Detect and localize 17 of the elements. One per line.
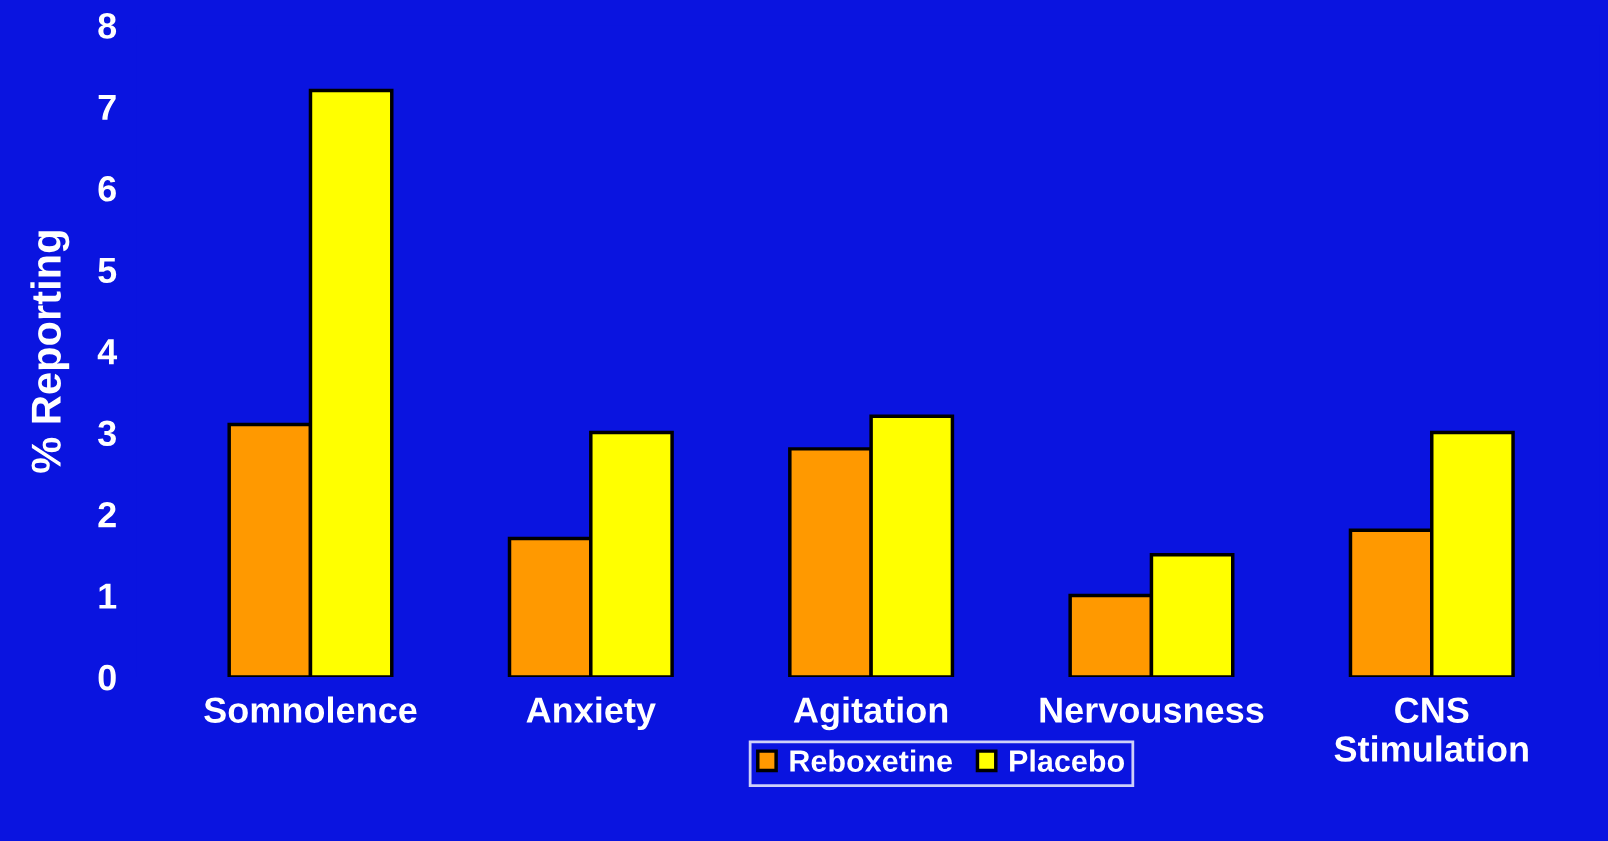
y-tick-label: 7 <box>98 94 116 120</box>
y-tick-label: 6 <box>98 176 116 202</box>
y-tick-label: 1 <box>99 583 117 609</box>
y-tick-label: 8 <box>98 13 117 39</box>
legend-label: Reboxetine <box>790 749 952 772</box>
y-tick-label: 3 <box>97 420 116 447</box>
y-tick-label: 5 <box>98 257 117 284</box>
y-tick-label: 4 <box>97 339 118 365</box>
y-tick-label: 0 <box>98 664 116 691</box>
x-tick-label: Somnolence <box>204 696 417 723</box>
y-tick-label: 2 <box>98 501 116 528</box>
x-tick-label: Nervousness <box>1040 697 1264 723</box>
x-tick-label: Anxiety <box>526 696 656 731</box>
y-axis-title: % Reporting <box>30 231 70 473</box>
legend-label: Placebo <box>1010 749 1124 772</box>
x-tick-label: Agitation <box>793 696 948 731</box>
x-tick-label: CNS Stimulation <box>1334 697 1528 762</box>
